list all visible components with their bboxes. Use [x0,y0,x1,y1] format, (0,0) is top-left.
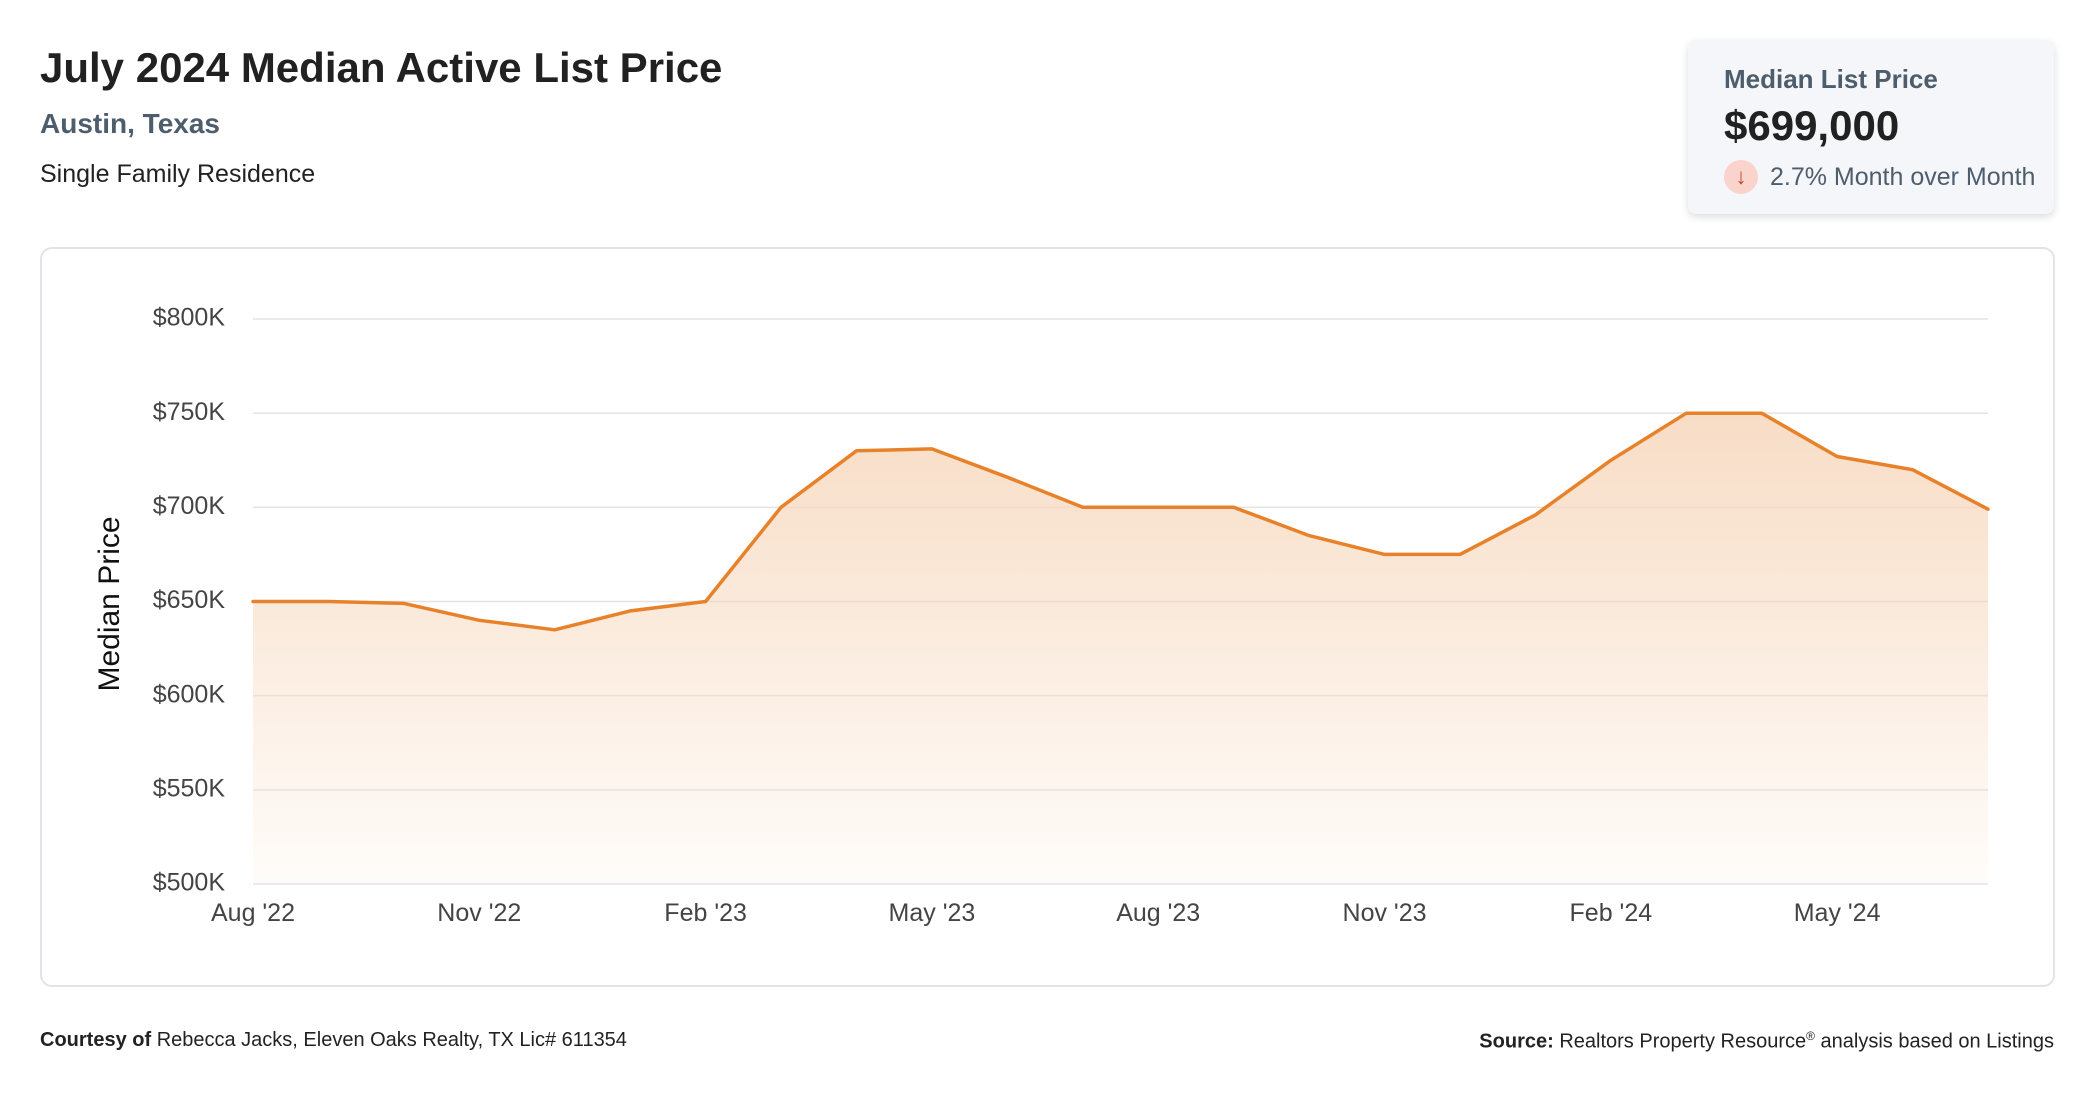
data-point [1834,453,1840,459]
source-label: Source: [1479,1030,1554,1053]
source-text: Realtors Property Resource [1559,1030,1807,1053]
data-point [250,599,256,605]
y-tick-label: $650K [153,586,226,614]
price-line [251,411,1990,632]
property-type-label: Single Family Residence [40,160,316,188]
chart-panel: $500K $550K $600K $650K $700K $750K $800K Aug … [40,247,2055,987]
courtesy-footer: Courtesy of Rebecca Jacks, Eleven Oaks R… [40,1029,627,1052]
data-point [1004,474,1010,480]
x-tick-label: May '24 [1794,899,1881,927]
data-point [703,599,709,605]
data-point [1231,504,1237,510]
data-point [1608,457,1614,463]
data-point [627,608,633,614]
x-tick-label: Feb '24 [1570,899,1653,927]
x-tick-label: Nov '23 [1343,899,1427,927]
source-suffix: analysis based on Listings [1820,1030,2054,1053]
data-point [1683,410,1689,416]
data-point [778,504,784,510]
summary-value: $699,000 [1724,102,1900,149]
x-tick-label: Nov '22 [437,899,521,927]
data-point [1080,504,1086,510]
x-tick-label: Aug '23 [1116,899,1200,927]
y-tick-label: $800K [153,304,226,332]
data-point [1155,504,1161,510]
x-tick-label: May '23 [889,899,976,927]
location-subtitle: Austin, Texas [40,108,220,139]
x-tick-label: Aug '22 [211,899,295,927]
y-tick-label: $750K [153,398,226,426]
data-point [1532,512,1538,518]
price-area [253,413,1988,884]
y-tick-label: $600K [153,680,226,708]
data-point [325,599,331,605]
courtesy-text: Rebecca Jacks, Eleven Oaks Realty, TX Li… [156,1029,627,1051]
data-point [1457,551,1463,557]
data-point [401,600,407,606]
median-price-chart: $500K $550K $600K $650K $700K $750K $800K Aug … [93,304,1991,927]
summary-label: Median List Price [1724,64,1938,94]
page-title: July 2024 Median Active List Price [40,44,723,91]
data-point [853,448,859,454]
registered-mark: ® [1806,1029,1815,1043]
data-point [1910,467,1916,473]
summary-card: Median List Price $699,000 ↓ 2.7% Month … [1688,40,2054,214]
courtesy-label: Courtesy of [40,1029,152,1051]
source-footer: Source: Realtors Property Resource® anal… [1479,1029,2054,1054]
arrow-down-icon: ↓ [1724,160,1758,194]
data-point [1985,506,1991,512]
y-tick-label: $550K [153,774,226,802]
y-tick-label: $500K [153,869,226,897]
data-point [552,627,558,633]
x-tick-label: Feb '23 [664,899,747,927]
y-axis-title: Median Price [93,516,126,691]
y-tick-label: $700K [153,492,226,520]
data-point [929,446,935,452]
data-point [1306,533,1312,539]
change-text: 2.7% Month over Month [1770,163,2036,191]
data-point [476,617,482,623]
data-point [1759,410,1765,416]
data-point [1382,551,1388,557]
